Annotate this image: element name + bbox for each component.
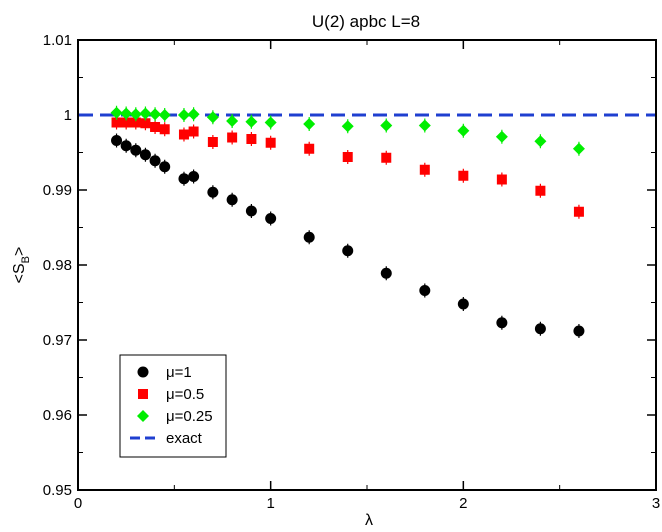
data-point — [303, 118, 316, 130]
y-axis-label-main: <S — [11, 263, 28, 283]
data-point — [111, 117, 122, 128]
legend-entry: μ=0.5 — [138, 386, 204, 403]
x-axis: 0 1 2 3 — [74, 40, 660, 512]
data-point — [458, 170, 469, 181]
data-point — [245, 115, 258, 128]
series-diamond — [110, 105, 585, 156]
data-point — [535, 185, 546, 196]
data-point — [158, 109, 171, 121]
data-point — [187, 108, 200, 121]
y-axis: 0.95 0.96 0.97 0.98 0.99 1 1.01 — [43, 32, 656, 499]
y-axis-label: <SB> — [11, 247, 32, 284]
data-point — [159, 124, 170, 135]
data-point — [227, 132, 238, 143]
data-point — [457, 298, 469, 310]
data-point — [572, 142, 585, 155]
data-point — [139, 107, 152, 120]
series-square — [111, 115, 584, 219]
data-point — [381, 152, 392, 163]
data-point — [341, 120, 354, 133]
data-point — [188, 126, 199, 137]
data-point — [207, 186, 219, 198]
legend-marker — [137, 410, 149, 422]
data-point — [207, 137, 218, 147]
data-point — [120, 107, 133, 120]
data-point — [573, 325, 585, 337]
data-point — [130, 117, 141, 128]
data-point — [342, 152, 353, 162]
data-point — [149, 155, 161, 167]
data-point — [150, 122, 161, 132]
data-point — [245, 205, 257, 217]
data-point — [380, 119, 393, 132]
data-point — [188, 171, 200, 182]
data-point — [457, 124, 470, 137]
y-tick-label: 0.97 — [43, 332, 72, 349]
legend-entry: μ=0.25 — [137, 408, 213, 425]
data-point — [121, 117, 132, 128]
data-point — [264, 116, 277, 129]
data-point — [246, 134, 257, 144]
legend-label: exact — [166, 430, 203, 447]
legend-entry: exact — [130, 430, 203, 447]
data-point — [419, 285, 431, 296]
legend: μ=1 μ=0.5 μ=0.25 exact — [119, 354, 227, 458]
y-tick-label: 0.96 — [43, 407, 72, 424]
x-axis-label: λ — [365, 512, 373, 529]
legend-marker — [137, 366, 149, 378]
data-series-layer — [110, 105, 585, 338]
y-tick-label: 1.01 — [43, 32, 72, 49]
data-point — [304, 143, 315, 154]
legend-marker — [138, 389, 148, 399]
data-point — [206, 111, 219, 124]
data-point — [380, 267, 392, 279]
x-tick-label: 0 — [74, 495, 82, 512]
data-point — [159, 161, 171, 173]
legend-label: μ=1 — [166, 364, 192, 381]
data-point — [177, 109, 190, 121]
x-tick-label: 2 — [459, 495, 467, 512]
data-point — [534, 323, 546, 335]
series-circle — [111, 133, 585, 338]
legend-entry: μ=1 — [137, 364, 192, 381]
data-point — [573, 206, 584, 217]
data-point — [303, 231, 315, 243]
chart-title: U(2) apbc L=8 — [312, 12, 420, 31]
data-point — [139, 149, 151, 161]
legend-label: μ=0.25 — [166, 408, 213, 425]
x-tick-label: 3 — [652, 495, 660, 512]
data-point — [111, 135, 123, 146]
data-point — [178, 129, 189, 140]
y-tick-label: 0.95 — [43, 482, 72, 499]
svg-text:<SB>: <SB> — [11, 247, 32, 284]
y-tick-label: 0.98 — [43, 257, 72, 274]
y-axis-label-close: > — [11, 247, 28, 256]
data-point — [495, 130, 508, 143]
legend-label: μ=0.5 — [166, 386, 204, 403]
data-point — [110, 106, 123, 119]
data-point — [419, 164, 430, 175]
data-point — [342, 245, 354, 257]
x-tick-label: 1 — [266, 495, 274, 512]
y-tick-label: 1 — [64, 107, 72, 124]
data-point — [130, 144, 142, 156]
data-point — [140, 118, 151, 129]
data-point — [496, 174, 507, 185]
data-point — [226, 194, 238, 206]
data-point — [149, 108, 162, 121]
data-point — [265, 137, 276, 148]
y-tick-label: 0.99 — [43, 182, 72, 199]
y-axis-label-subscript: B — [20, 256, 32, 263]
data-point — [120, 140, 132, 152]
data-point — [418, 119, 431, 132]
data-point — [129, 108, 142, 121]
data-point — [178, 173, 190, 185]
data-point — [265, 213, 277, 224]
data-point — [496, 317, 508, 329]
data-point — [226, 115, 239, 127]
data-point — [534, 135, 547, 148]
